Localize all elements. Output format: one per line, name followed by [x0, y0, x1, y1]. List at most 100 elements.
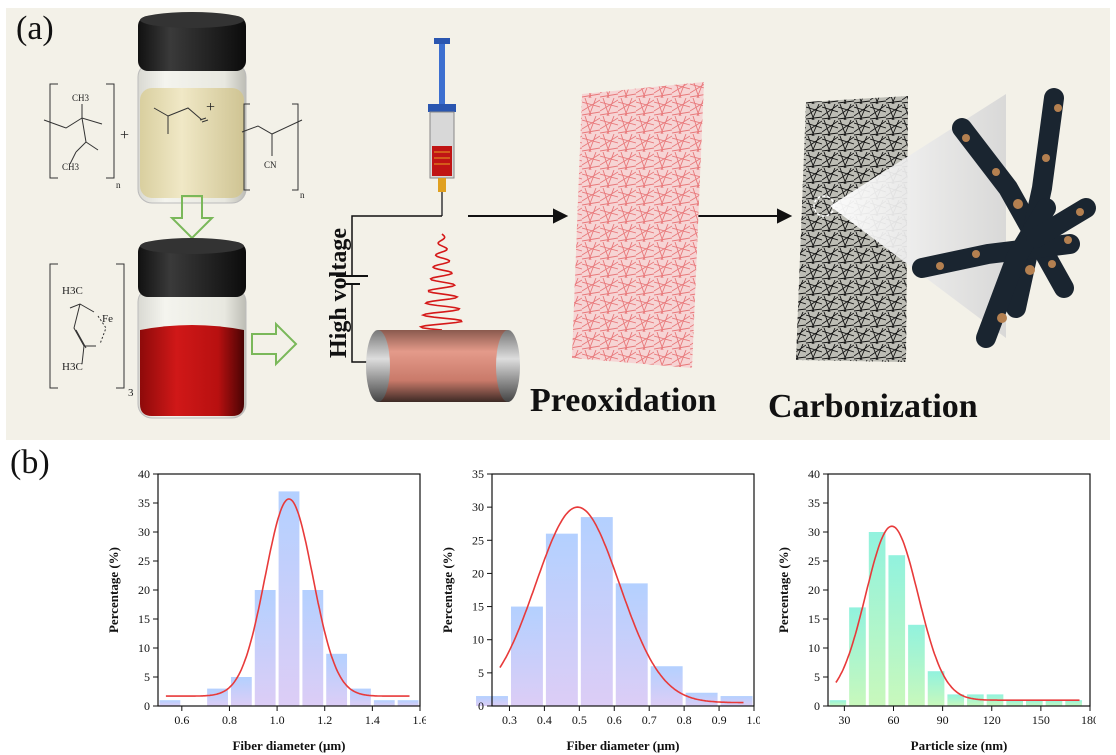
panel-b-label: (b) — [10, 444, 50, 481]
histogram-bar — [685, 692, 718, 706]
x-tick-label: 120 — [983, 713, 1001, 727]
y-tick-label: 5 — [478, 666, 484, 680]
y-tick-label: 25 — [808, 554, 820, 568]
y-tick-label: 0 — [144, 699, 150, 713]
schematic-panel: CH3 CH3 n n CN H3C Fe H3C 3 + + High vol… — [6, 8, 1110, 440]
histogram-bar — [230, 677, 252, 706]
svg-text:Fe: Fe — [102, 313, 113, 325]
electrospinning-jet — [418, 233, 463, 331]
iron-precursor-jar — [137, 238, 247, 419]
zoom-cone — [830, 94, 1006, 338]
carbonized-fiber-mat — [796, 96, 908, 362]
svg-text:CH3: CH3 — [62, 162, 80, 172]
y-tick-label: 40 — [808, 467, 820, 481]
svg-text:+: + — [206, 99, 215, 116]
histogram-bar — [278, 491, 300, 706]
histogram-bar — [888, 555, 906, 706]
x-tick-label: 0.8 — [222, 713, 237, 727]
y-tick-label: 25 — [138, 554, 150, 568]
svg-text:+: + — [120, 127, 129, 144]
y-tick-label: 35 — [138, 496, 150, 510]
x-tick-label: 0.8 — [677, 713, 692, 727]
y-tick-label: 30 — [138, 525, 150, 539]
histogram-bar — [350, 688, 371, 706]
y-tick-label: 20 — [472, 566, 484, 580]
histogram-bar — [302, 590, 324, 706]
svg-text:CH3: CH3 — [72, 93, 90, 103]
x-axis-label: Fiber diameter (μm) — [566, 738, 679, 753]
x-tick-label: 0.7 — [642, 713, 657, 727]
y-tick-label: 10 — [472, 633, 484, 647]
y-axis-label: Percentage (%) — [440, 547, 455, 633]
y-tick-label: 35 — [808, 496, 820, 510]
y-axis-label: Percentage (%) — [106, 547, 121, 633]
svg-text:H3C: H3C — [62, 285, 83, 297]
y-tick-label: 10 — [808, 641, 820, 655]
histogram-bar — [829, 700, 847, 706]
x-tick-label: 1.0 — [747, 713, 761, 727]
collector-drum — [366, 330, 520, 402]
histogram-bar — [720, 696, 753, 706]
y-axis-label: Percentage (%) — [776, 547, 791, 633]
x-tick-label: 150 — [1032, 713, 1050, 727]
x-tick-label: 60 — [888, 713, 900, 727]
svg-text:CN: CN — [264, 160, 277, 170]
histogram-bar — [1045, 700, 1063, 706]
particle-size-histogram: 30 60 90 120 150 180 0 5 10 15 20 25 30 35 40 Particle … — [776, 467, 1096, 753]
x-tick-label: 0.6 — [607, 713, 622, 727]
x-tick-label: 0.3 — [502, 713, 517, 727]
histogram-bar — [1026, 700, 1043, 706]
high-voltage-label: High voltage — [326, 228, 352, 358]
y-tick-label: 5 — [144, 670, 150, 684]
x-tick-label: 1.6 — [413, 713, 427, 727]
histogram-bar — [908, 624, 925, 706]
gaussian-fit-curve — [499, 506, 744, 704]
histogram-bar — [849, 607, 866, 706]
y-tick-label: 0 — [478, 699, 484, 713]
fiber-diameter-histogram-1: 0.6 0.8 1.0 1.2 1.4 1.6 0 5 10 15 20 25 30 35 40 Fiber … — [106, 467, 427, 753]
chem-formulas: CH3 CH3 n n CN H3C Fe H3C 3 + + — [62, 93, 305, 399]
x-tick-label: 1.4 — [365, 713, 380, 727]
x-axis-label: Fiber diameter (μm) — [232, 738, 345, 753]
y-tick-label: 30 — [472, 500, 484, 514]
histogram-bar — [373, 700, 395, 706]
y-tick-label: 40 — [138, 467, 150, 481]
carbonization-label: Carbonization — [768, 388, 978, 425]
gaussian-fit-curve — [165, 498, 410, 697]
histogram-bar — [254, 590, 276, 706]
y-tick-label: 5 — [814, 670, 820, 684]
histogram-bar — [510, 606, 543, 706]
x-tick-label: 180 — [1081, 713, 1096, 727]
nanofiber-zoom — [912, 88, 1096, 348]
y-tick-label: 10 — [138, 641, 150, 655]
y-tick-label: 15 — [138, 612, 150, 626]
svg-text:n: n — [300, 190, 305, 200]
schematic-drawing: CH3 CH3 n n CN H3C Fe H3C 3 + + High vol… — [43, 12, 1096, 419]
histogram-bar — [397, 700, 419, 706]
panel-a-label: (a) — [16, 10, 54, 47]
precursor-jar — [137, 12, 247, 204]
y-tick-label: 0 — [814, 699, 820, 713]
x-tick-label: 0.5 — [572, 713, 587, 727]
x-tick-label: 1.0 — [270, 713, 285, 727]
x-tick-label: 0.6 — [174, 713, 189, 727]
x-tick-label: 90 — [937, 713, 949, 727]
plot-frame — [491, 473, 755, 707]
histogram-bar — [1065, 700, 1082, 706]
histogram-bar — [1006, 700, 1023, 706]
histogram-bar — [326, 653, 348, 706]
y-tick-label: 35 — [472, 467, 484, 481]
x-tick-label: 0.4 — [537, 713, 552, 727]
svg-text:3: 3 — [128, 387, 134, 399]
x-tick-label: 0.9 — [712, 713, 727, 727]
histogram-bar — [927, 671, 945, 706]
histogram-bar — [650, 666, 683, 706]
y-tick-label: 25 — [472, 533, 484, 547]
gaussian-fit-curve — [835, 525, 1080, 701]
svg-text:n: n — [116, 180, 121, 190]
x-axis-label: Particle size (nm) — [911, 738, 1008, 753]
preoxidation-label: Preoxidation — [530, 382, 717, 419]
histogram-bar — [947, 694, 965, 706]
preoxidized-fiber-mat — [572, 82, 704, 368]
syringe — [428, 38, 456, 216]
